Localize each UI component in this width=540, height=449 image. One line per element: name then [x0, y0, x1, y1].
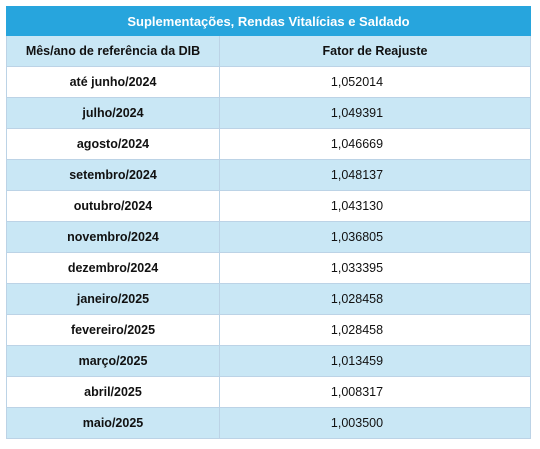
- readjustment-table-container: Suplementações, Rendas Vitalícias e Sald…: [6, 6, 531, 439]
- table-row: dezembro/2024 1,033395: [6, 252, 531, 284]
- month-cell: setembro/2024: [6, 159, 220, 191]
- factor-cell: 1,028458: [219, 314, 531, 346]
- factor-cell: 1,052014: [219, 66, 531, 98]
- table-row: abril/2025 1,008317: [6, 376, 531, 408]
- factor-cell: 1,033395: [219, 252, 531, 284]
- table-row: novembro/2024 1,036805: [6, 221, 531, 253]
- table-row: setembro/2024 1,048137: [6, 159, 531, 191]
- month-cell: janeiro/2025: [6, 283, 220, 315]
- factor-cell: 1,003500: [219, 407, 531, 439]
- table-row: março/2025 1,013459: [6, 345, 531, 377]
- month-cell: até junho/2024: [6, 66, 220, 98]
- month-cell: março/2025: [6, 345, 220, 377]
- factor-cell: 1,013459: [219, 345, 531, 377]
- table-row: janeiro/2025 1,028458: [6, 283, 531, 315]
- factor-cell: 1,046669: [219, 128, 531, 160]
- factor-cell: 1,036805: [219, 221, 531, 253]
- table-row: julho/2024 1,049391: [6, 97, 531, 129]
- month-cell: outubro/2024: [6, 190, 220, 222]
- table-row: agosto/2024 1,046669: [6, 128, 531, 160]
- table-row: outubro/2024 1,043130: [6, 190, 531, 222]
- month-cell: maio/2025: [6, 407, 220, 439]
- table-row: fevereiro/2025 1,028458: [6, 314, 531, 346]
- table-row: até junho/2024 1,052014: [6, 66, 531, 98]
- month-cell: agosto/2024: [6, 128, 220, 160]
- month-cell: julho/2024: [6, 97, 220, 129]
- header-month: Mês/ano de referência da DIB: [6, 35, 220, 67]
- factor-cell: 1,008317: [219, 376, 531, 408]
- header-factor: Fator de Reajuste: [219, 35, 531, 67]
- factor-cell: 1,048137: [219, 159, 531, 191]
- factor-cell: 1,043130: [219, 190, 531, 222]
- month-cell: abril/2025: [6, 376, 220, 408]
- factor-cell: 1,049391: [219, 97, 531, 129]
- month-cell: fevereiro/2025: [6, 314, 220, 346]
- readjustment-table: Suplementações, Rendas Vitalícias e Sald…: [6, 6, 531, 439]
- table-title: Suplementações, Rendas Vitalícias e Sald…: [6, 6, 531, 36]
- table-header-row: Mês/ano de referência da DIB Fator de Re…: [6, 35, 531, 67]
- month-cell: novembro/2024: [6, 221, 220, 253]
- month-cell: dezembro/2024: [6, 252, 220, 284]
- table-title-row: Suplementações, Rendas Vitalícias e Sald…: [6, 6, 531, 36]
- table-row: maio/2025 1,003500: [6, 407, 531, 439]
- factor-cell: 1,028458: [219, 283, 531, 315]
